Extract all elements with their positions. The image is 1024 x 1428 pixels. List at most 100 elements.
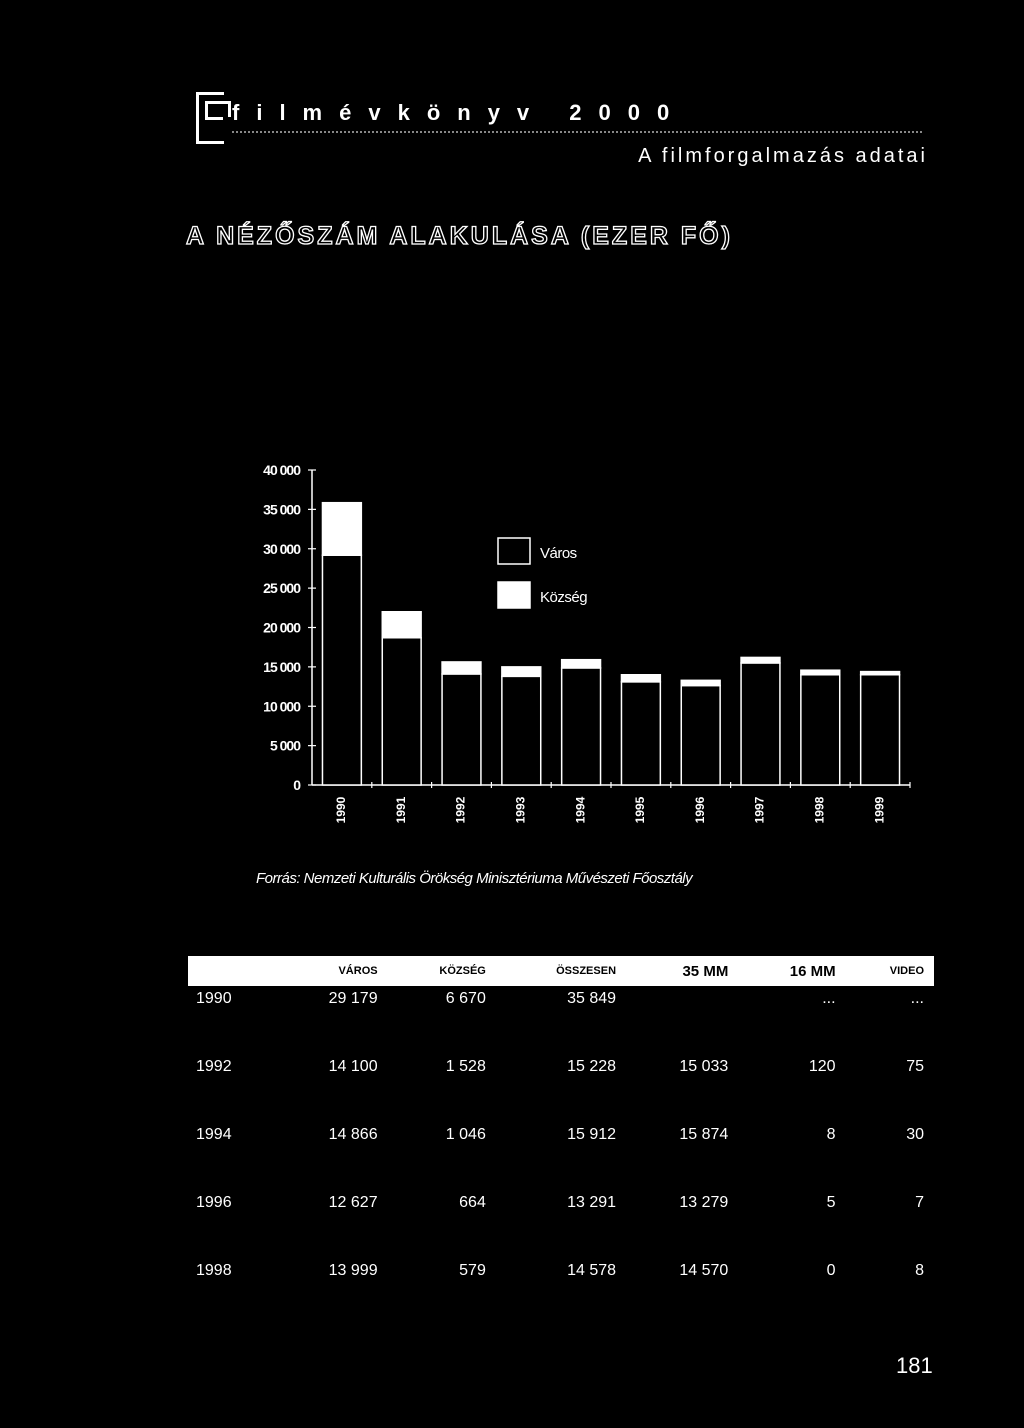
bar-varos	[740, 662, 781, 786]
table-cell: 29 179	[328, 990, 378, 1007]
y-tick-label: 15 000	[263, 659, 301, 675]
x-tick-label: 1996	[693, 796, 707, 823]
bar-varos	[859, 674, 901, 786]
table-cell: 14 100	[328, 1058, 378, 1075]
table-cell: 1 528	[445, 1058, 486, 1075]
legend-swatch-kozseg	[497, 581, 531, 609]
header-cell: KÖZSÉG	[439, 965, 486, 977]
table-cell: 14 578	[567, 1262, 617, 1279]
logo-f-icon	[196, 92, 231, 144]
legend-swatch-varos	[497, 537, 531, 565]
bar-varos	[680, 684, 721, 786]
header-cell: VIDEO	[889, 965, 924, 977]
table-cell: 1992	[196, 1058, 232, 1075]
bar-varos	[381, 636, 422, 786]
table-header-row: VÁROS KÖZSÉG ÖSSZESEN 35 MM 16 MM VIDEO	[188, 956, 934, 986]
table-cell: 30	[906, 1126, 924, 1143]
table-cell: 579	[459, 1262, 486, 1279]
chart-title: A NÉZŐSZÁM ALAKULÁSA (EZER FŐ)	[185, 221, 733, 250]
series-title: filmévkönyv 2000	[232, 100, 687, 125]
bar-kozseg	[381, 611, 422, 639]
page-subtitle: A filmforgalmazás adatai	[638, 145, 928, 167]
table-cell: 15 033	[679, 1058, 729, 1075]
table-cell: 7	[915, 1194, 924, 1211]
table-cell: 6 670	[445, 990, 486, 1007]
header-cell: 16 MM	[789, 962, 836, 980]
bar-kozseg	[560, 658, 602, 669]
table-cell	[626, 986, 738, 1054]
bar-varos	[560, 667, 602, 786]
legend-label-varos: Város	[540, 545, 577, 562]
table-cell: 1996	[196, 1194, 232, 1211]
x-tick-label: 1990	[334, 796, 348, 823]
y-tick-label: 25 000	[263, 580, 301, 596]
table-cell: 8	[826, 1126, 836, 1143]
table-cell: 15 912	[567, 1126, 617, 1143]
x-tick-label: 1995	[633, 796, 647, 823]
table-cell: 1994	[196, 1126, 232, 1143]
table-cell: 14 570	[679, 1262, 729, 1279]
x-tick-label: 1993	[513, 796, 527, 823]
table-cell: 13 279	[679, 1194, 729, 1211]
y-tick-label: 40 000	[263, 462, 301, 478]
header-cell: VÁROS	[338, 965, 378, 977]
y-tick-label: 5 000	[270, 738, 301, 754]
x-tick-label: 1997	[753, 796, 767, 823]
bar-kozseg	[321, 501, 363, 556]
table-cell: 75	[906, 1058, 924, 1075]
y-tick-label: 0	[293, 777, 301, 793]
x-tick-label: 1992	[454, 796, 468, 823]
y-tick-label: 30 000	[263, 541, 301, 557]
table-cell: ...	[910, 990, 924, 1007]
table-cell: 14 866	[328, 1126, 378, 1143]
data-table: VÁROS KÖZSÉG ÖSSZESEN 35 MM 16 MM VIDEO …	[188, 956, 934, 1326]
y-tick-label: 10 000	[263, 698, 301, 714]
x-tick-label: 1999	[872, 796, 886, 823]
bar-varos	[321, 554, 363, 786]
table-cell: 1990	[196, 990, 232, 1007]
table-cell: 12 627	[328, 1194, 378, 1211]
y-tick-label: 20 000	[263, 620, 301, 636]
header-cell	[188, 956, 275, 986]
bar-kozseg	[859, 670, 901, 676]
bar-kozseg	[620, 674, 662, 683]
table-cell: 35 849	[567, 990, 617, 1007]
table-cell: 13 291	[567, 1194, 617, 1211]
bar-kozseg	[740, 656, 781, 664]
table-row: 1998 13 999 579 14 578 14 570 0 8	[188, 1258, 934, 1326]
table-cell: 1 046	[445, 1126, 486, 1143]
table-cell: 5	[826, 1194, 836, 1211]
bar-varos	[620, 681, 662, 786]
bar-kozseg	[800, 669, 841, 676]
bar-chart: 0 5 000 10 000 15 000 20 000 25 000 30 000 35 0…	[263, 462, 911, 823]
table-cell: 15 874	[679, 1126, 729, 1143]
bar-kozseg	[680, 679, 721, 687]
header-cell: 35 MM	[682, 962, 729, 980]
bar-varos	[800, 674, 841, 786]
table-cell: 8	[915, 1262, 924, 1279]
table-cell: 1998	[196, 1262, 232, 1279]
header-cell: ÖSSZESEN	[556, 965, 617, 977]
x-tick-label: 1994	[573, 796, 587, 823]
table-row: 1994 14 866 1 046 15 912 15 874 8 30	[188, 1122, 934, 1190]
source-note: Forrás: Nemzeti Kulturális Örökség Minis…	[256, 870, 693, 887]
table-cell: 664	[459, 1194, 486, 1211]
table-cell: 15 228	[567, 1058, 617, 1075]
table-row: 1996 12 627 664 13 291 13 279 5 7	[188, 1190, 934, 1258]
y-tick-label: 35 000	[263, 501, 301, 517]
bar-kozseg	[441, 661, 482, 675]
x-tick-label: 1991	[394, 796, 408, 823]
table-row: 1990 29 179 6 670 35 849 ... ...	[188, 986, 934, 1054]
table-cell: ...	[822, 990, 836, 1007]
table-row: 1992 14 100 1 528 15 228 15 033 120 75	[188, 1054, 934, 1122]
table-cell: 13 999	[328, 1262, 378, 1279]
x-tick-label: 1998	[812, 796, 826, 823]
header-divider	[232, 131, 922, 133]
table-cell: 0	[826, 1262, 836, 1279]
table-cell: 120	[808, 1058, 836, 1075]
bar-varos	[441, 673, 482, 786]
legend-label-kozseg: Község	[540, 589, 587, 606]
bar-kozseg	[501, 666, 542, 678]
bar-varos	[501, 675, 542, 786]
page-number: 181	[896, 1353, 933, 1378]
